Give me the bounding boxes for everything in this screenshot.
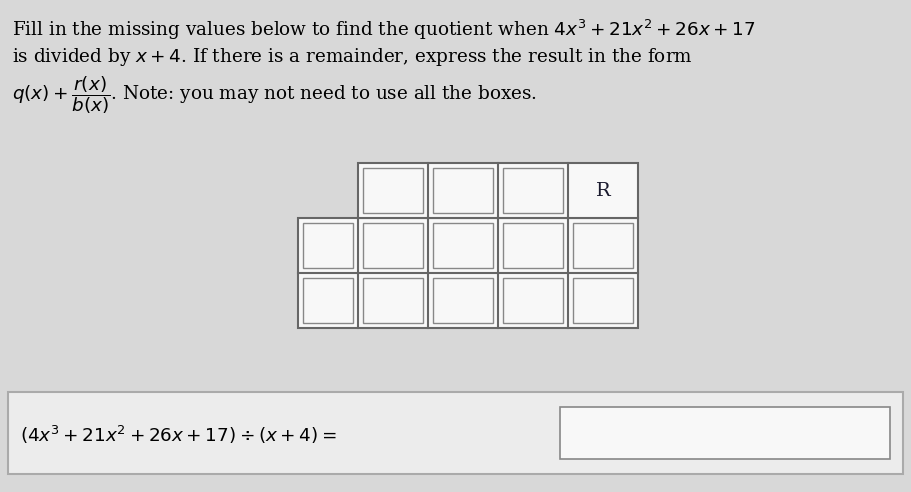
Bar bbox=[573, 223, 633, 268]
Text: Fill in the missing values below to find the quotient when $4x^3 + 21x^2 + 26x +: Fill in the missing values below to find… bbox=[12, 18, 755, 42]
Bar bbox=[303, 223, 353, 268]
Text: $(4x^3 + 21x^2 + 26x + 17) \div (x + 4) = $: $(4x^3 + 21x^2 + 26x + 17) \div (x + 4) … bbox=[20, 424, 336, 446]
Bar bbox=[8, 392, 903, 474]
Bar bbox=[303, 278, 353, 323]
Bar bbox=[573, 278, 633, 323]
Bar bbox=[560, 407, 890, 459]
Bar bbox=[503, 223, 563, 268]
Bar bbox=[433, 168, 493, 213]
Text: R: R bbox=[596, 182, 610, 199]
Bar bbox=[363, 278, 423, 323]
Bar bbox=[298, 218, 638, 328]
Bar bbox=[503, 278, 563, 323]
Bar bbox=[363, 168, 423, 213]
Text: is divided by $x + 4$. If there is a remainder, express the result in the form: is divided by $x + 4$. If there is a rem… bbox=[12, 46, 692, 68]
Bar bbox=[433, 223, 493, 268]
Text: $q(x) + \dfrac{r(x)}{b(x)}$. Note: you may not need to use all the boxes.: $q(x) + \dfrac{r(x)}{b(x)}$. Note: you m… bbox=[12, 74, 537, 116]
Bar bbox=[503, 168, 563, 213]
Bar bbox=[363, 223, 423, 268]
Bar bbox=[433, 278, 493, 323]
Bar bbox=[358, 163, 638, 218]
